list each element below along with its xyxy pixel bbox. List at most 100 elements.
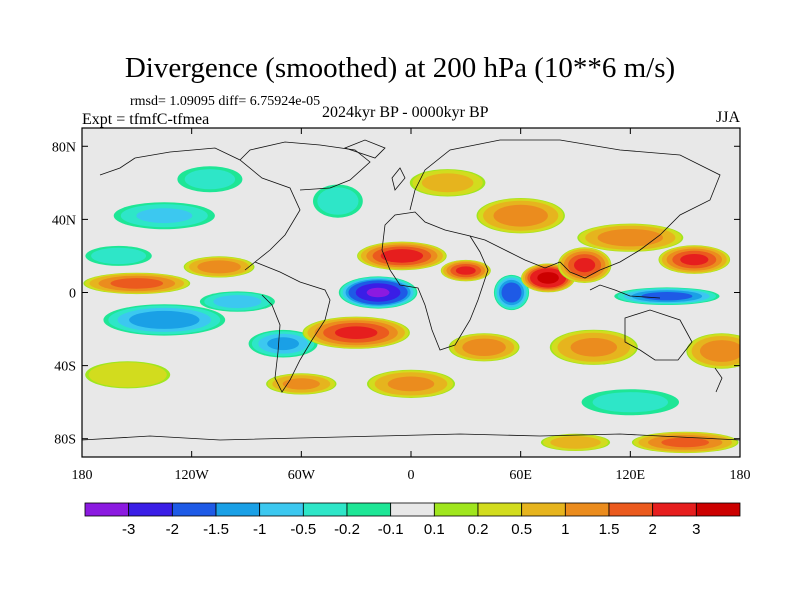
colorbar-label: -3 (122, 521, 135, 538)
colorbar-label: -1.5 (203, 521, 229, 538)
field-blob (338, 276, 418, 309)
colorbar-swatch (390, 502, 435, 517)
field-contour (421, 173, 474, 193)
y-tick-label: 0 (69, 287, 76, 302)
field-contour (387, 376, 435, 392)
colorbar-swatch (84, 502, 130, 517)
x-tick-label: 60W (288, 468, 316, 483)
colorbar-label: 3 (692, 521, 700, 538)
field-blob (266, 373, 337, 395)
field-contour (537, 272, 559, 284)
field-blob (577, 223, 684, 252)
colorbar-swatch (128, 502, 173, 517)
x-tick-label: 60E (509, 468, 532, 483)
field-blob (175, 165, 245, 193)
field-contour (501, 282, 522, 303)
colorbar-swatch (652, 502, 697, 517)
field-contour (110, 278, 164, 289)
field-blob (302, 316, 410, 349)
x-tick-label: 180 (730, 468, 751, 483)
period-label: 2024kyr BP - 0000kyr BP (322, 104, 489, 121)
colorbar-swatch (695, 502, 741, 517)
field-blob (631, 431, 739, 454)
colorbar-swatch (259, 502, 304, 517)
colorbar-swatch (302, 502, 348, 517)
x-tick-label: 0 (408, 468, 415, 483)
field-contour (184, 169, 236, 190)
field-blob (183, 256, 255, 278)
y-tick-label: 40N (52, 213, 76, 228)
field-contour (680, 254, 709, 266)
colorbar: -3 -2 -1.5 -1 -0.5 -0.2 -0.1 0.1 0.2 0.5 1 1.5 2 3 (84, 502, 741, 538)
field-blob (493, 274, 530, 311)
field-blob (476, 198, 565, 234)
y-axis: 80N 40N 0 40S 80S (52, 140, 740, 448)
y-tick-label: 40S (54, 360, 76, 375)
field-blob (686, 333, 740, 369)
field-blob (613, 287, 721, 306)
colorbar-label: -2 (166, 521, 179, 538)
field-blob (83, 245, 154, 267)
field-blob (83, 272, 191, 295)
field-blob (247, 329, 319, 358)
field-contour (597, 229, 663, 247)
colorbar-label: -0.1 (378, 521, 404, 538)
colorbar-label: 0.5 (511, 521, 532, 538)
field-blob (409, 169, 486, 197)
coastlines (82, 139, 740, 441)
season-label: JJA (716, 109, 741, 126)
field-contour (366, 287, 390, 298)
field-blob (111, 201, 218, 230)
field-blob (540, 433, 611, 451)
x-tick-label: 120W (175, 468, 210, 483)
field-contour (641, 292, 693, 301)
field-blob (367, 369, 455, 398)
y-tick-label: 80N (52, 140, 76, 155)
experiment-label: Expt = tfmfC-tfmea (82, 111, 210, 128)
field-contour (129, 310, 200, 329)
field-contour (455, 266, 476, 275)
field-contour (282, 378, 320, 390)
colorbar-swatch (608, 502, 654, 517)
stats-text: rmsd= 1.09095 diff= 6.75924e-05 (130, 94, 321, 109)
colorbar-swatch (521, 502, 566, 517)
field-blob (448, 333, 520, 362)
field-contour (317, 187, 359, 215)
field-contour (574, 258, 596, 273)
x-tick-label: 180 (72, 468, 93, 483)
colorbar-label: -0.2 (334, 521, 360, 538)
x-tick-label: 120E (616, 468, 646, 483)
field-contour (462, 338, 506, 356)
colorbar-swatch (346, 502, 392, 517)
field-blob (440, 259, 491, 282)
field-blob (198, 291, 277, 313)
field-contour (592, 392, 668, 413)
field-contour (550, 436, 601, 449)
field-contour (197, 260, 241, 274)
colorbar-swatch (564, 502, 610, 517)
chart-title: Divergence (smoothed) at 200 hPa (10**6 … (124, 52, 676, 84)
field-contour (267, 337, 299, 351)
field-contour (335, 326, 378, 340)
colorbar-swatch (171, 502, 217, 517)
field-blob (549, 329, 638, 365)
field-contour (88, 362, 167, 388)
field-contour (380, 249, 424, 263)
colorbar-label: 2 (649, 521, 657, 538)
field-contour (493, 204, 548, 227)
colorbar-label: 0.1 (424, 521, 445, 538)
field-contour (91, 247, 147, 265)
field-blob (311, 183, 365, 219)
colorbar-swatch (433, 502, 479, 517)
field-contour (699, 340, 740, 362)
colorbar-label: 1 (561, 521, 569, 538)
field-blob (578, 388, 683, 417)
field-blob (557, 247, 612, 283)
x-axis: 180 120W 60W 0 60E 120E 180 (72, 128, 751, 483)
field-blob (357, 241, 447, 271)
colorbar-label: 0.2 (468, 521, 489, 538)
colorbar-label: -1 (253, 521, 266, 538)
divergence-field (82, 128, 740, 457)
colorbar-label: -0.5 (290, 521, 316, 538)
